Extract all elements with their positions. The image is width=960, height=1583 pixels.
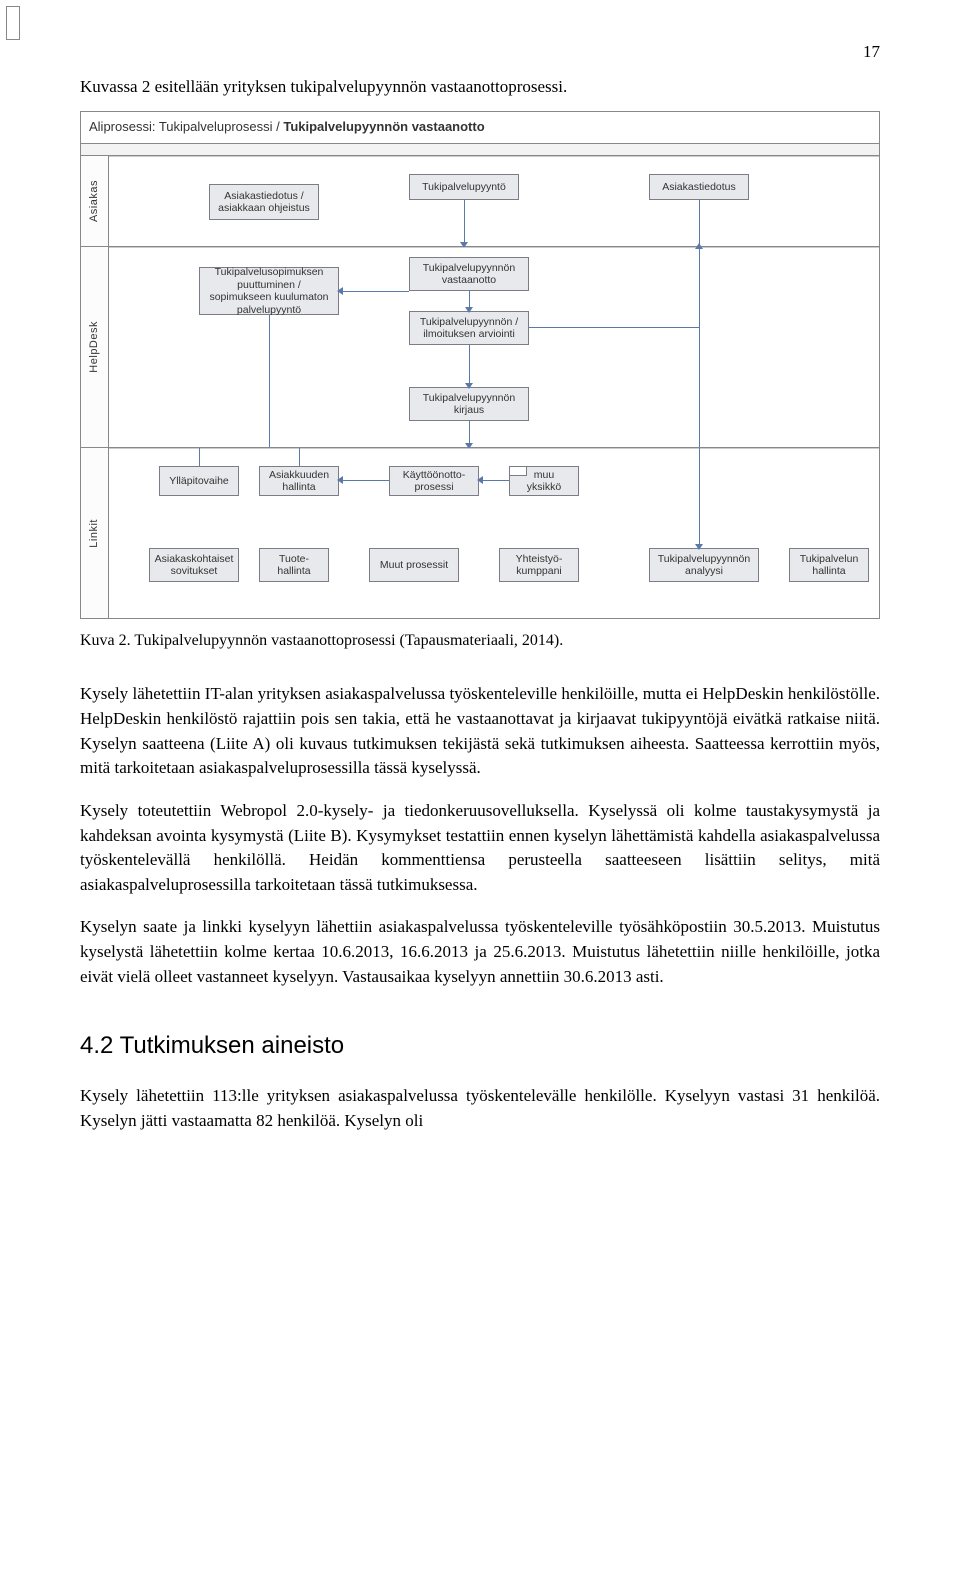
lane-helpdesk: HelpDesk Tukipalvelusopimuksen puuttumin…: [81, 247, 879, 448]
lane-label: Linkit: [81, 448, 109, 618]
node-tukipalvelupyynto: Tukipalvelupyyntö: [409, 174, 519, 200]
node-analyysi: Tukipalvelupyynnön analyysi: [649, 548, 759, 582]
lane-asiakas: Asiakas Asiakastiedotus / asiakkaan ohje…: [81, 156, 879, 247]
lane-label: Asiakas: [81, 156, 109, 246]
lane-label-text: Asiakas: [87, 180, 103, 222]
diagram-title: Aliprosessi: Tukipalveluprosessi / Tukip…: [81, 112, 879, 144]
diagram-title-prefix: Aliprosessi: Tukipalveluprosessi /: [89, 119, 283, 134]
body-paragraph: Kysely lähetettiin IT-alan yrityksen asi…: [80, 682, 880, 781]
lane-label-text: HelpDesk: [87, 321, 103, 373]
intro-paragraph: Kuvassa 2 esitellään yrityksen tukipalve…: [80, 75, 880, 100]
body-paragraph: Kysely toteutettiin Webropol 2.0-kysely-…: [80, 799, 880, 898]
body-paragraph: Kysely lähetettiin 113:lle yrityksen asi…: [80, 1084, 880, 1133]
node-asiakaskoht: Asiakaskohtaiset sovitukset: [149, 548, 239, 582]
node-hallinta: Tukipalvelun hallinta: [789, 548, 869, 582]
figure-caption: Kuva 2. Tukipalvelupyynnön vastaanottopr…: [80, 629, 880, 652]
lane-linkit: Linkit Ylläpitovaihe Asiakkuuden hallint…: [81, 448, 879, 618]
node-tuotehallinta: Tuote-hallinta: [259, 548, 329, 582]
page-number: 17: [80, 40, 880, 65]
node-vastaanotto: Tukipalvelupyynnön vastaanotto: [409, 257, 529, 291]
lane-label: HelpDesk: [81, 247, 109, 447]
body-paragraph: Kyselyn saate ja linkki kyselyyn lähetti…: [80, 915, 880, 989]
node-kirjaus: Tukipalvelupyynnön kirjaus: [409, 387, 529, 421]
process-diagram: Aliprosessi: Tukipalveluprosessi / Tukip…: [80, 111, 880, 619]
node-muu-marker: [509, 466, 527, 476]
node-kayttoonotto: Käyttöönotto-prosessi: [389, 466, 479, 496]
node-arviointi: Tukipalvelupyynnön / ilmoituksen arvioin…: [409, 311, 529, 345]
node-asiakastiedotus1: Asiakastiedotus / asiakkaan ohjeistus: [209, 184, 319, 220]
lane-label-text: Linkit: [87, 519, 103, 548]
node-yllapito: Ylläpitovaihe: [159, 466, 239, 496]
diagram-title-bold: Tukipalvelupyynnön vastaanotto: [283, 119, 484, 134]
node-muutprosessit: Muut prosessit: [369, 548, 459, 582]
node-sopimus: Tukipalvelusopimuksen puuttuminen / sopi…: [199, 267, 339, 315]
node-yhteistyo: Yhteistyö-kumppani: [499, 548, 579, 582]
subtrack-marker: [6, 6, 20, 40]
node-asiakastiedotus2: Asiakastiedotus: [649, 174, 749, 200]
node-asiakkuus: Asiakkuuden hallinta: [259, 466, 339, 496]
diagram-spacer: [81, 144, 879, 156]
section-heading: 4.2 Tutkimuksen aineisto: [80, 1029, 880, 1064]
